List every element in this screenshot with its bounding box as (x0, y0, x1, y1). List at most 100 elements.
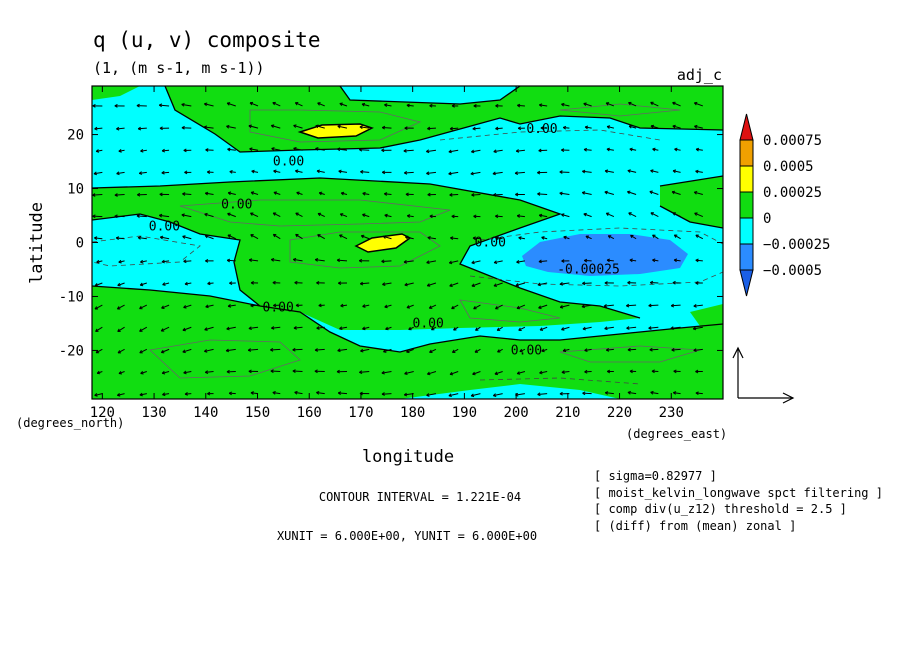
vector-arrow-head (449, 192, 453, 197)
vector-arrow-head (603, 304, 608, 308)
vector-arrow (94, 393, 103, 396)
vector-arrow (161, 326, 170, 332)
vector-arrow (448, 393, 459, 397)
vector-arrow-head (314, 369, 318, 374)
vector-arrow-head (692, 326, 697, 331)
vector-arrow (271, 258, 281, 262)
vector-arrow-head (626, 326, 630, 330)
note-2: [ moist_kelvin_longwave spct filtering ] (594, 486, 883, 500)
vector-arrow-head (448, 171, 452, 176)
vector-arrow-head (204, 191, 209, 196)
vector-arrow-head (204, 327, 208, 331)
colorbar-label: −0.00025 (763, 237, 830, 253)
vector-arrow-head (404, 282, 408, 287)
colorbar-swatch (739, 165, 754, 193)
vector-arrow (472, 237, 481, 240)
vector-arrow (493, 282, 503, 287)
vector-arrow (362, 192, 370, 195)
vector-arrow (384, 214, 392, 218)
vector-arrow-head (695, 147, 700, 152)
vector-arrow (516, 304, 526, 309)
colorbar-swatch (739, 139, 754, 167)
vector-arrow-head (359, 125, 363, 130)
vector-arrow (248, 326, 259, 330)
vector-arrow (693, 348, 703, 351)
vector-arrow-head (541, 348, 545, 353)
vector-arrow-head (338, 169, 342, 174)
vector-arrow-head (248, 258, 253, 262)
vector-arrow-head (626, 303, 630, 308)
contour-interval: CONTOUR INTERVAL = 1.221E-04 (319, 490, 521, 504)
vector-arrow-head (470, 171, 474, 176)
vector-arrow (271, 124, 281, 129)
note-3: [ comp div(u_z12) threshold = 2.5 ] (594, 502, 847, 516)
vector-arrow-head (360, 348, 364, 353)
vector-arrow-head (561, 370, 565, 374)
vector-arrow-head (339, 326, 343, 331)
vector-arrow-head (293, 124, 297, 128)
vector-arrow (293, 147, 303, 151)
vector-arrow-head (339, 102, 343, 107)
vector-arrow (583, 213, 592, 218)
vector-arrow (515, 282, 526, 286)
vector-arrow (250, 304, 259, 307)
vector-arrow-head (519, 348, 523, 353)
vector-arrow-head (496, 327, 501, 331)
vector-arrow-head (382, 282, 386, 286)
vector-arrow (162, 282, 170, 286)
vector-arrow-head (449, 371, 454, 376)
vector-arrow-head (493, 260, 498, 265)
colorbar-swatch (739, 243, 754, 271)
vector-arrow (584, 148, 592, 151)
vector-arrow-head (649, 347, 653, 352)
vector-arrow-head (693, 190, 698, 195)
vector-arrow-head (184, 170, 188, 175)
vector-arrow-head (317, 102, 321, 106)
vector-arrow-head (114, 104, 118, 108)
vector-arrow-head (406, 305, 411, 309)
vector-arrow (160, 236, 170, 240)
vector-arrow-head (426, 149, 430, 154)
vector-arrow-head (115, 236, 120, 240)
vector-arrow-head (161, 148, 166, 153)
vector-arrow-head (139, 328, 143, 332)
vector-arrow (161, 304, 170, 309)
vector-arrow (226, 125, 236, 129)
vector-arrow-head (315, 147, 319, 151)
vector-arrow-head (227, 212, 231, 217)
x-axis-ticks: 120 130 140 150 160 170 180 190 200 210 220 230 (90, 86, 684, 421)
vector-arrow-head (314, 258, 319, 262)
vector-arrow-head (538, 213, 543, 218)
vector-arrow (250, 234, 259, 240)
vector-arrow (429, 304, 437, 309)
vector-arrow-head (117, 350, 122, 354)
y-axis-unit: (degrees_north) (16, 416, 124, 430)
vector-arrow-head (538, 259, 542, 264)
vector-arrow (671, 348, 681, 351)
vector-arrow-head (162, 392, 166, 397)
vector-arrow-head (628, 212, 632, 216)
vector-arrow (273, 170, 281, 173)
vector-arrow-head (337, 124, 341, 129)
vector-arrow-head (426, 171, 430, 176)
vector-arrow (628, 125, 637, 129)
vector-arrow-head (426, 393, 430, 397)
vector-arrow-head (136, 214, 140, 218)
vector-arrow-head (695, 234, 699, 238)
vector-arrow (250, 392, 259, 395)
vector-arrow-head (381, 392, 385, 396)
vector-arrow (426, 171, 437, 175)
vector-arrow-head (227, 234, 231, 238)
x-tick-label: 200 (503, 405, 528, 421)
vector-arrow (362, 304, 370, 307)
vector-arrow (249, 102, 259, 107)
x-tick-label: 210 (555, 405, 580, 421)
vector-arrow-head (404, 126, 408, 131)
vector-arrow (405, 236, 414, 240)
vector-arrow (649, 191, 659, 195)
vector-arrow (339, 234, 348, 240)
vector-arrow-head (94, 306, 99, 310)
vector-arrow (404, 282, 414, 286)
vector-arrow-head (249, 101, 254, 106)
vector-arrow-head (583, 147, 588, 152)
